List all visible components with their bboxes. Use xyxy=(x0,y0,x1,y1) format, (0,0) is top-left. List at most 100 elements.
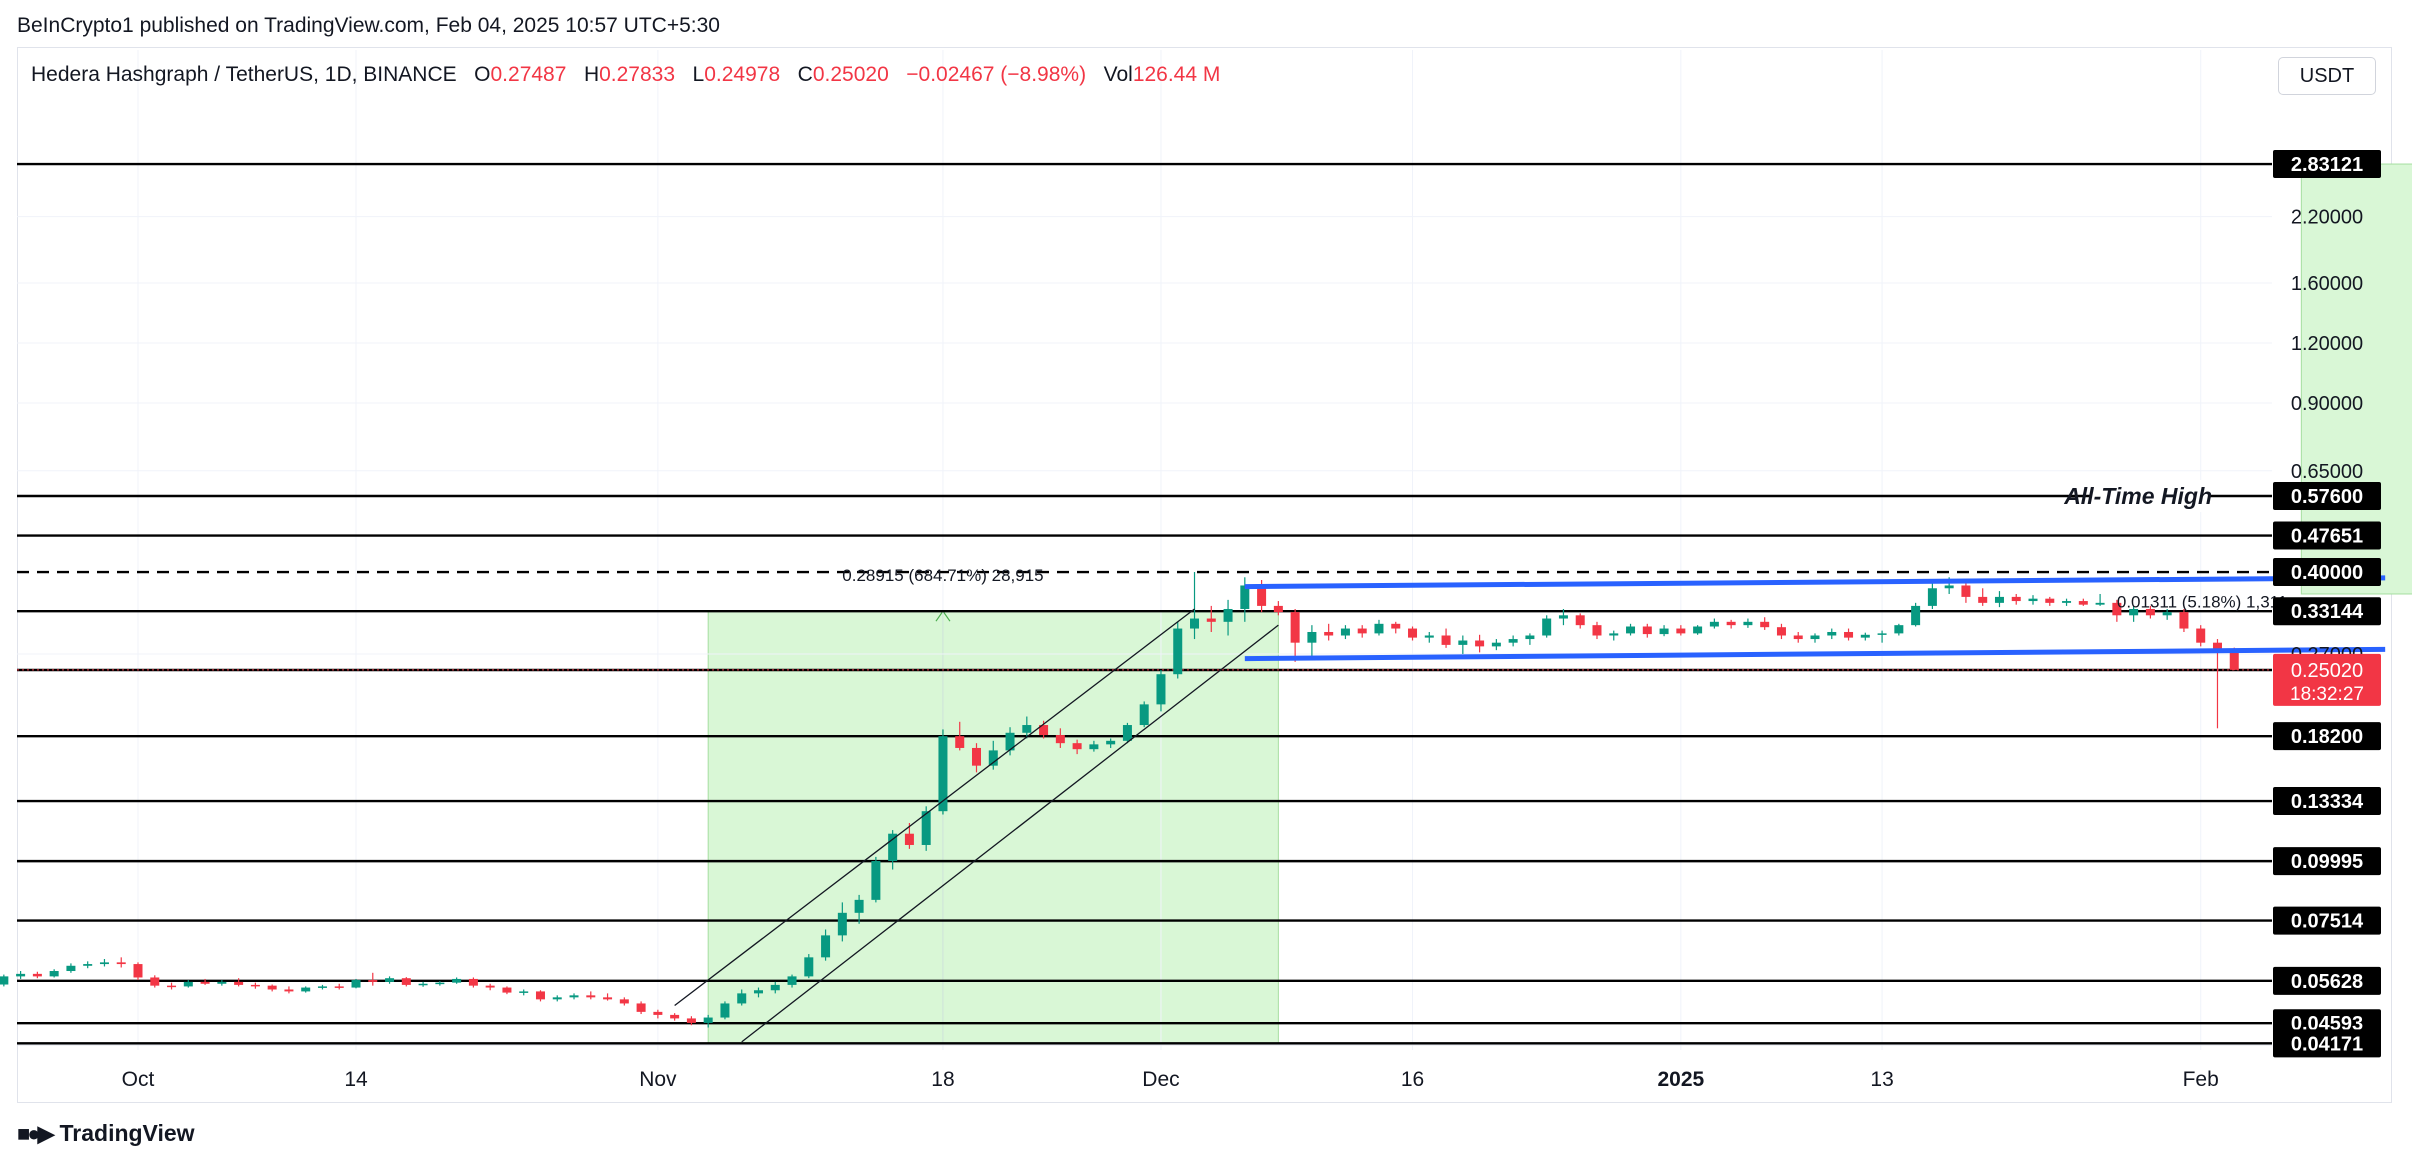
candle-body xyxy=(116,962,126,965)
last-price-label: 0.25020 xyxy=(2291,660,2363,682)
price-level-tag xyxy=(2273,521,2381,550)
candle-body xyxy=(1491,642,1501,647)
candle-body xyxy=(334,986,344,988)
candle-body xyxy=(1458,640,1468,645)
price-level-tag xyxy=(2273,558,2381,587)
candle-body xyxy=(988,750,998,766)
close-value: 0.25020 xyxy=(812,63,889,86)
candle-body xyxy=(1190,618,1200,629)
time-axis-tick: 2025 xyxy=(1657,1068,1704,1091)
candle-body xyxy=(737,993,747,1004)
candle-body xyxy=(234,981,244,985)
candle-body xyxy=(435,982,445,985)
candle-body xyxy=(351,980,361,988)
horizontal-channel-upper-line xyxy=(1244,575,2386,590)
candle-body xyxy=(2212,642,2222,651)
publisher-attribution: BeInCrypto1 published on TradingView.com… xyxy=(17,14,720,37)
candle-body xyxy=(1659,628,1669,635)
candle-body xyxy=(1709,621,1719,627)
tradingview-logo[interactable]: ■●▶ TradingView xyxy=(17,1120,195,1147)
candle-body xyxy=(401,978,411,985)
candle-body xyxy=(1441,635,1451,645)
candle-body xyxy=(502,987,512,993)
open-label: O xyxy=(474,63,491,86)
price-level-tag xyxy=(2273,150,2381,179)
candle-body xyxy=(586,995,596,998)
high-value: 0.27833 xyxy=(599,63,676,86)
candle-body xyxy=(1005,732,1015,751)
price-level-tag xyxy=(2273,787,2381,816)
candle-body xyxy=(1810,635,1820,640)
candle-body xyxy=(703,1017,713,1023)
price-axis-tick: 1.60000 xyxy=(2291,273,2363,295)
candle-body xyxy=(183,981,193,987)
candle-body xyxy=(854,899,864,913)
candle-body xyxy=(1391,623,1401,629)
candle-body xyxy=(2145,608,2155,616)
candle-body xyxy=(955,736,965,748)
candle-body xyxy=(1273,605,1283,613)
candle-body xyxy=(888,833,898,862)
candle-body xyxy=(2078,601,2088,605)
price-level-tag xyxy=(2273,847,2381,876)
candle-body xyxy=(2229,650,2239,670)
candle-body xyxy=(1508,639,1518,643)
projection-label-prior-rally: 0.28915 (684.71%) 28,915 xyxy=(842,566,1043,585)
candle-body xyxy=(1542,618,1552,636)
candle-body xyxy=(2011,596,2021,602)
candle-body xyxy=(787,976,797,985)
price-level-tag xyxy=(2273,722,2381,751)
candle-body xyxy=(1743,621,1753,626)
candle-body xyxy=(83,964,93,966)
candle-body xyxy=(519,991,529,993)
candle-body xyxy=(1558,615,1568,619)
candle-body xyxy=(1994,596,2004,603)
candle-body xyxy=(1676,628,1686,634)
level-annotation: All-Time High xyxy=(2063,483,2212,509)
candle-body xyxy=(1592,625,1602,636)
candle-body xyxy=(686,1018,696,1023)
horizontal-channel-lower-line xyxy=(1244,646,2386,662)
candle-body xyxy=(653,1011,663,1015)
time-axis-tick: Oct xyxy=(122,1068,155,1091)
candle-body xyxy=(2162,612,2172,616)
candle-body xyxy=(301,987,311,992)
candle-body xyxy=(938,736,948,812)
candle-body xyxy=(167,985,177,988)
candle-body xyxy=(468,978,478,986)
candle-body xyxy=(284,989,294,992)
candle-body xyxy=(1609,633,1619,636)
candle-body xyxy=(250,984,260,987)
candle-body xyxy=(904,833,914,845)
time-axis-tick: 13 xyxy=(1870,1068,1893,1091)
candle-body xyxy=(1374,623,1384,634)
candle-body xyxy=(485,985,495,988)
candle-body xyxy=(385,978,395,982)
candle-body xyxy=(2095,602,2105,605)
candle-body xyxy=(418,983,428,986)
candle-body xyxy=(972,747,981,766)
candle-body xyxy=(150,977,160,986)
last-price-tag xyxy=(2273,653,2381,706)
candle-body xyxy=(1223,608,1233,622)
price-level-label: 0.13334 xyxy=(2291,791,2364,813)
tradingview-brand: TradingView xyxy=(59,1120,195,1146)
time-axis-tick: Nov xyxy=(639,1068,677,1091)
candle-body xyxy=(2062,601,2072,603)
time-axis-tick: Feb xyxy=(2183,1068,2219,1091)
candle-body xyxy=(452,978,462,983)
price-axis-tick: 0.90000 xyxy=(2291,393,2363,415)
candle-body xyxy=(603,997,613,1000)
price-level-label: 0.18200 xyxy=(2291,726,2363,748)
projection-box-prior-rally xyxy=(707,610,1279,1044)
price-level-label: 0.57600 xyxy=(2291,486,2363,508)
candle-body xyxy=(552,997,562,1000)
level-annotation-backdrop xyxy=(2092,480,2210,512)
price-level-label: 0.04171 xyxy=(2291,1033,2363,1055)
currency-selector[interactable]: USDT xyxy=(2278,57,2376,95)
close-label: C xyxy=(797,63,813,86)
candle-body xyxy=(1944,585,1954,589)
candle-body xyxy=(267,985,277,990)
price-axis-tick: 1.20000 xyxy=(2291,333,2363,355)
